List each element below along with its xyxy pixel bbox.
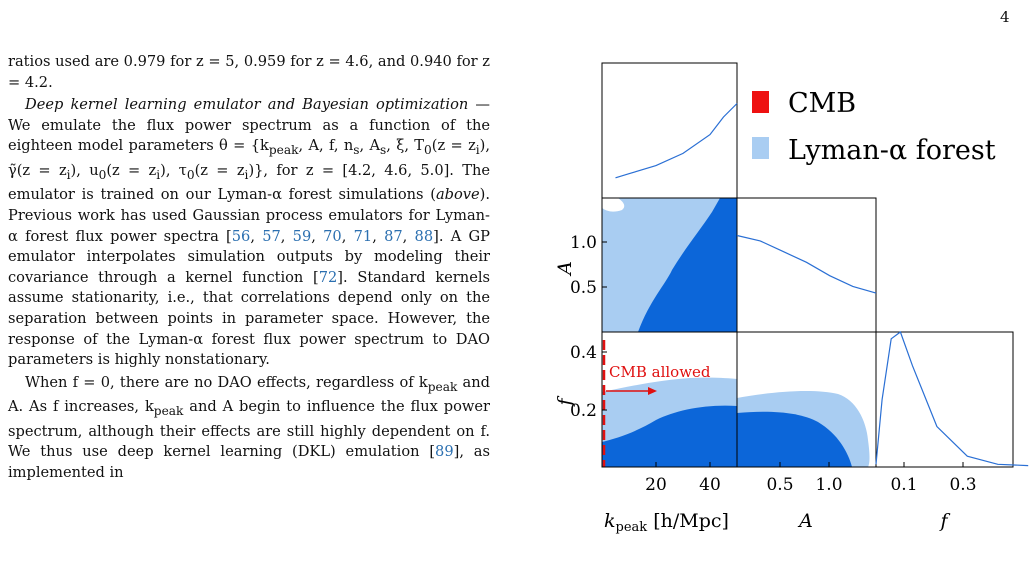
p2-text-h: (z = z	[106, 161, 157, 179]
citation-link[interactable]: 88	[414, 227, 434, 245]
citation-link[interactable]: 59	[292, 227, 312, 245]
cmb-allowed-label: CMB allowed	[609, 363, 711, 381]
tick-label-A-0.5: 0.5	[766, 475, 793, 495]
tick-label-kpeak-40: 40	[699, 475, 721, 495]
p2-text-g: ), u	[70, 161, 99, 179]
p2-above: above	[435, 186, 480, 204]
contour-gap	[602, 198, 625, 212]
citation-link[interactable]: 57	[262, 227, 281, 245]
text-column: ratios used are 0.979 for z = 5, 0.959 f…	[8, 52, 490, 484]
citation-separator: ,	[372, 227, 385, 245]
p2-sub-c: s	[380, 143, 387, 158]
tick-label-f-0.1: 0.1	[890, 475, 917, 495]
p2-text-d: , ξ, T	[386, 137, 425, 155]
paragraph-1: ratios used are 0.979 for z = 5, 0.959 f…	[8, 53, 490, 91]
x-axis-label-f: f	[938, 510, 950, 532]
x-axis-label-kpeak: kpeak [h/Mpc]	[604, 510, 729, 535]
tick-marks	[602, 241, 964, 467]
kpeak-marginal-line	[615, 103, 738, 179]
panel-A-vs-kpeak	[602, 198, 737, 332]
panel-f-vs-kpeak	[602, 377, 737, 467]
p2-text-c: , A	[359, 137, 381, 155]
paragraph-3: When f = 0, there are no DAO effects, re…	[8, 373, 490, 484]
legend-swatch-lyman	[752, 137, 769, 159]
citation-link[interactable]: 71	[353, 227, 373, 245]
p2-sub-g: 0	[98, 167, 107, 182]
citation-link[interactable]: 56	[231, 227, 251, 245]
panel-f-marginal	[875, 331, 1014, 468]
legend-label-lyman: Lyman-α forest	[788, 135, 996, 166]
citation-separator: ,	[280, 227, 293, 245]
contour-inner-f-kpeak	[602, 405, 737, 467]
p2-text-m: ]. A GP emulator interpolates simulation…	[8, 227, 490, 286]
legend-label-cmb: CMB	[788, 88, 856, 119]
f-marginal-line	[875, 331, 1029, 467]
section-heading: Deep kernel learning emulator and Bayesi…	[25, 96, 469, 114]
A-marginal-line	[736, 234, 877, 294]
p2-text-i: ), τ	[160, 161, 187, 179]
contour-inner-f-A	[737, 411, 852, 467]
y-axis-label-A: A	[554, 261, 576, 277]
citation-group: 56, 57, 59, 70, 71, 87, 88	[232, 228, 433, 245]
tick-label-Ay-1.0: 1.0	[570, 233, 597, 253]
tick-label-f-0.3: 0.3	[949, 475, 976, 495]
tick-label-fy-0.4: 0.4	[570, 343, 597, 363]
p2-sub-b: s	[353, 143, 360, 158]
p2-sub-h: i	[156, 167, 161, 182]
contour-inner-A-kpeak	[638, 198, 737, 332]
p2-sub-e: i	[475, 143, 480, 158]
p3-text-d: ], as implemented in	[8, 443, 490, 481]
citation-link[interactable]: 87	[384, 227, 403, 245]
p2-text-j: (z = z	[194, 161, 245, 179]
page-number: 4	[1000, 8, 1010, 26]
p3-sub-a: peak	[427, 379, 458, 394]
x-axis-label-A: A	[797, 510, 813, 532]
p3-sub-b: peak	[153, 404, 184, 419]
citation-link[interactable]: 72	[318, 268, 338, 286]
p2-sub-d: 0	[424, 143, 432, 158]
heading-dash: —	[468, 96, 491, 114]
citation-separator: ,	[250, 227, 263, 245]
p2-text-b: , A, f, n	[298, 137, 354, 155]
p3-text-b: and A. As f increases, k	[8, 373, 490, 416]
p2-text-e: (z = z	[431, 137, 476, 155]
paragraph-2: Deep kernel learning emulator and Bayesi…	[8, 95, 490, 371]
corner-plot-svg: CMB Lyman-α forest CMB allowed 20 40 0.5…	[554, 62, 1029, 535]
tick-label-Ay-0.5: 0.5	[570, 278, 597, 298]
citation-link[interactable]: 70	[323, 227, 342, 245]
tick-label-kpeak-20: 20	[645, 475, 667, 495]
p2-sub-i: 0	[186, 167, 195, 182]
panel-f-vs-A	[737, 391, 870, 467]
p2-sub-a: peak	[268, 143, 299, 158]
p2-text-f: ), γ̃(z = z	[8, 137, 491, 179]
citation-link[interactable]: 89	[435, 443, 454, 461]
p3-text-a: When f = 0, there are no DAO effects, re…	[25, 373, 428, 391]
citation-separator: ,	[341, 227, 354, 245]
cmb-arrow-head	[648, 387, 657, 395]
panel-A-marginal	[736, 197, 877, 333]
y-axis-label-f: f	[554, 396, 576, 408]
citation-separator: ,	[311, 227, 324, 245]
p2-sub-f: i	[66, 167, 71, 182]
corner-plot: CMB Lyman-α forest CMB allowed 20 40 0.5…	[538, 52, 1029, 564]
tick-label-fy-0.2: 0.2	[570, 401, 597, 421]
p2-text-k: )}, for z = [4.2, 4.6, 5.0]. The emulato…	[8, 161, 491, 204]
panel-kpeak-marginal	[601, 62, 738, 199]
p2-text-n: ]. Standard kernels assume stationarity,…	[8, 268, 490, 369]
p2-text-a: We emulate the flux power spectrum as a …	[8, 116, 490, 155]
citation-separator: ,	[402, 227, 415, 245]
p3-text-c: and A begin to influence the flux power …	[8, 398, 490, 461]
legend-swatch-cmb	[752, 91, 769, 113]
p2-sub-j: i	[244, 167, 249, 182]
tick-label-A-1.0: 1.0	[815, 475, 842, 495]
p2-text-l: ). Previous work has used Gaussian proce…	[8, 186, 490, 245]
